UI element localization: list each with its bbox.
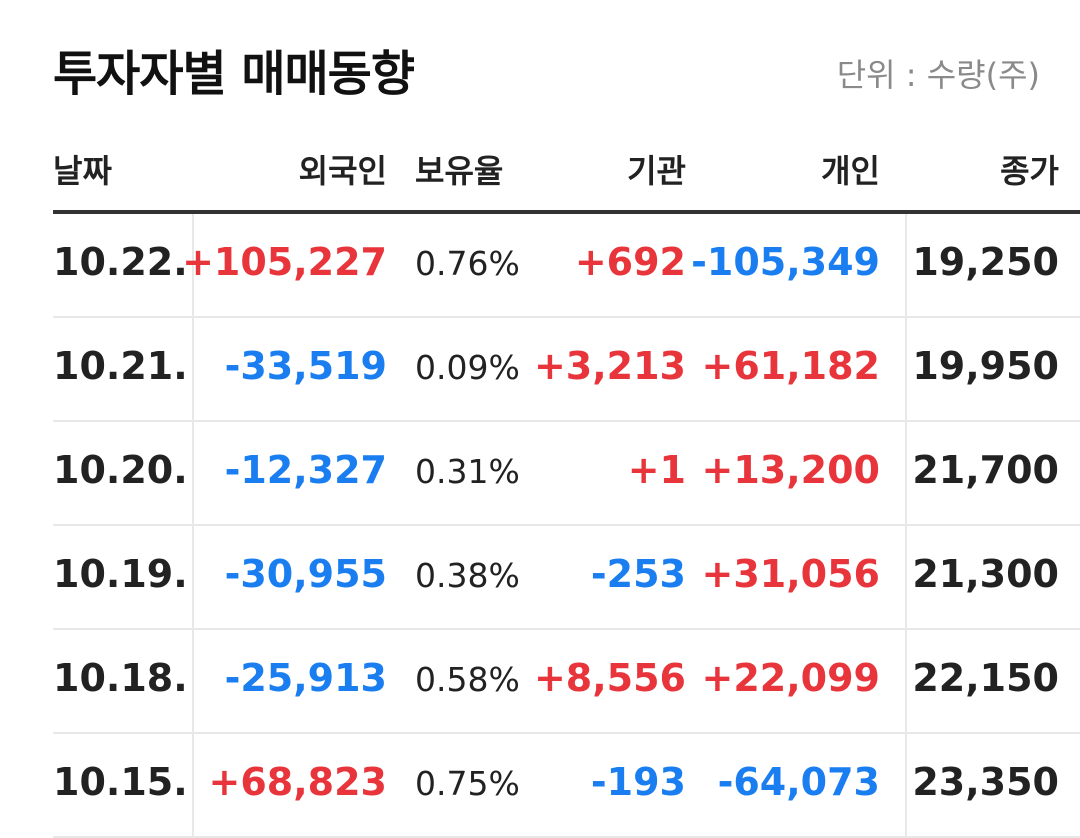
- cell-date: 10.20.: [53, 448, 188, 492]
- cell-individual: +22,099: [701, 656, 880, 700]
- cell-date: 10.15.: [53, 760, 188, 804]
- column-header-date: 날짜: [53, 152, 112, 190]
- table-row: 10.19. -30,955 0.38% -253 +31,056 21,300: [53, 526, 1080, 630]
- cell-individual: -64,073: [717, 760, 880, 804]
- cell-foreign: +105,227: [182, 240, 387, 284]
- column-divider: [192, 422, 194, 524]
- cell-ratio: 0.75%: [415, 764, 520, 803]
- column-header-foreign: 외국인: [298, 152, 387, 190]
- column-divider: [905, 214, 907, 316]
- column-divider: [192, 318, 194, 420]
- cell-institution: +8,556: [533, 656, 686, 700]
- cell-individual: +31,056: [701, 552, 880, 596]
- cell-ratio: 0.09%: [415, 348, 520, 387]
- cell-institution: +1: [627, 448, 686, 492]
- cell-close: 23,350: [912, 760, 1059, 804]
- cell-individual: -105,349: [691, 240, 880, 284]
- cell-close: 22,150: [912, 656, 1059, 700]
- column-header-ratio: 보유율: [415, 152, 504, 190]
- cell-close: 21,300: [912, 552, 1059, 596]
- table-row: 10.15. +68,823 0.75% -193 -64,073 23,350: [53, 734, 1080, 838]
- cell-foreign: -33,519: [224, 344, 387, 388]
- column-divider: [905, 734, 907, 836]
- column-divider: [192, 526, 194, 628]
- cell-foreign: +68,823: [208, 760, 387, 804]
- cell-institution: -253: [590, 552, 686, 596]
- column-divider: [905, 526, 907, 628]
- cell-close: 21,700: [912, 448, 1059, 492]
- cell-foreign: -30,955: [224, 552, 387, 596]
- cell-date: 10.21.: [53, 344, 188, 388]
- table-row: 10.21. -33,519 0.09% +3,213 +61,182 19,9…: [53, 318, 1080, 422]
- column-divider: [192, 734, 194, 836]
- table-header: 날짜 외국인 보유율 기관 개인 종가: [53, 118, 1080, 214]
- table-row: 10.18. -25,913 0.58% +8,556 +22,099 22,1…: [53, 630, 1080, 734]
- investor-trading-table: 날짜 외국인 보유율 기관 개인 종가 10.22. +105,227 0.76…: [53, 118, 1080, 838]
- column-header-institution: 기관: [627, 152, 686, 190]
- table-row: 10.22. +105,227 0.76% +692 -105,349 19,2…: [53, 214, 1080, 318]
- cell-close: 19,950: [912, 344, 1059, 388]
- column-divider: [192, 214, 194, 316]
- table-row: 10.20. -12,327 0.31% +1 +13,200 21,700: [53, 422, 1080, 526]
- cell-foreign: -25,913: [224, 656, 387, 700]
- cell-institution: +692: [574, 240, 686, 284]
- cell-ratio: 0.58%: [415, 660, 520, 699]
- cell-date: 10.18.: [53, 656, 188, 700]
- cell-ratio: 0.76%: [415, 244, 520, 283]
- cell-individual: +13,200: [701, 448, 880, 492]
- column-divider: [905, 630, 907, 732]
- unit-label: 단위 : 수량(주): [836, 56, 1040, 94]
- cell-institution: +3,213: [533, 344, 686, 388]
- column-divider: [905, 422, 907, 524]
- cell-individual: +61,182: [701, 344, 880, 388]
- cell-date: 10.19.: [53, 552, 188, 596]
- column-header-close: 종가: [1000, 152, 1059, 190]
- page-title: 투자자별 매매동향: [53, 46, 415, 102]
- cell-foreign: -12,327: [224, 448, 387, 492]
- cell-close: 19,250: [912, 240, 1059, 284]
- column-header-individual: 개인: [821, 152, 880, 190]
- cell-date: 10.22.: [53, 240, 188, 284]
- cell-ratio: 0.38%: [415, 556, 520, 595]
- column-divider: [192, 630, 194, 732]
- cell-ratio: 0.31%: [415, 452, 520, 491]
- cell-institution: -193: [590, 760, 686, 804]
- column-divider: [905, 318, 907, 420]
